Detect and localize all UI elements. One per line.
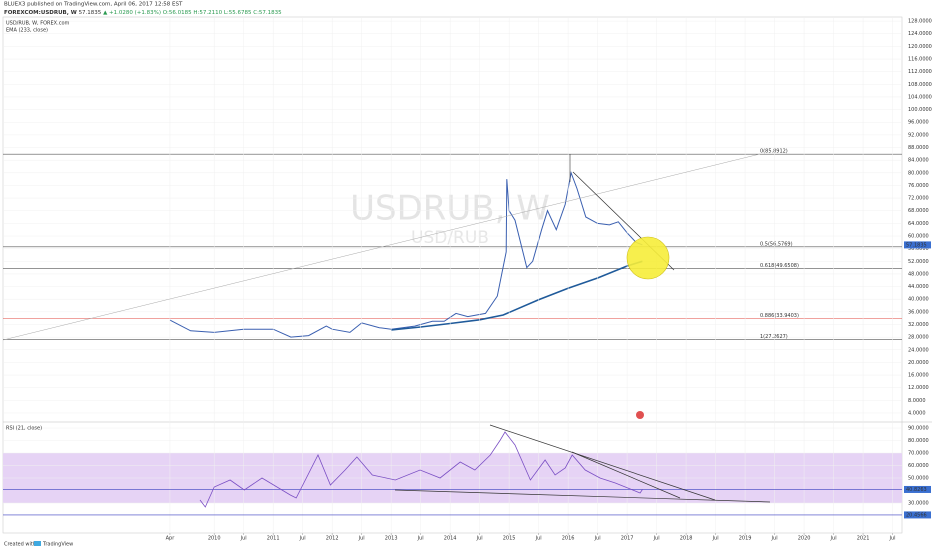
symbol: FOREXCOM:USDRUB, W: [4, 10, 77, 16]
x-tick-label: 2013: [385, 536, 398, 542]
footer-created: Created with: [4, 542, 36, 548]
event-icon: [636, 411, 644, 419]
y-tick-label: 100.0000: [908, 107, 932, 113]
x-tick-label: 2018: [680, 536, 693, 542]
y-tick-label: 72.0000: [908, 196, 929, 202]
y-tick-label: 104.0000: [908, 94, 932, 100]
y-tick-label: 88.0000: [908, 145, 929, 151]
level-label: 0.886(33.9403): [760, 313, 799, 319]
y-tick-label: 64.0000: [908, 221, 929, 227]
y-tick-label: 92.0000: [908, 132, 929, 138]
y-tick-label: 32.0000: [908, 322, 929, 328]
y-tick-label: 40.0000: [908, 297, 929, 303]
x-tick-label: Jul: [594, 536, 601, 542]
y-tick-label: 60.0000: [908, 463, 929, 469]
y-tick-label: 70.0000: [908, 451, 929, 457]
footer-brand[interactable]: TradingView: [42, 542, 73, 548]
x-tick-label: 2016: [562, 536, 575, 542]
y-tick-label: 28.0000: [908, 335, 929, 341]
published-line: BLUEX3 published on TradingView.com, Apr…: [4, 2, 183, 8]
plot-frame: [2, 16, 903, 534]
y-tick-label: 12.0000: [908, 385, 929, 391]
y-tick-label: 128.0000: [908, 19, 932, 25]
footer-logo: [34, 541, 41, 546]
level-label: 1(27.2627): [760, 334, 788, 340]
price-tag-label: 20.4566: [906, 512, 927, 518]
y-tick-label: 4.0000: [908, 410, 926, 416]
y-tick-label: 68.0000: [908, 208, 929, 214]
price-tag-label: 57.1835: [906, 242, 927, 248]
y-tick-label: 30.0000: [908, 501, 929, 507]
chart-title: USD/RUB, W, FOREX.com: [6, 21, 70, 27]
rsi-trendline: [571, 451, 681, 499]
x-tick-label: Jul: [240, 536, 247, 542]
rsi-title: RSI (21, close): [6, 426, 42, 432]
ohlc: O:56.0185 H:57.2110 L:55.6785 C:57.1835: [163, 10, 282, 16]
series-line: [169, 170, 643, 338]
x-tick-label: 2014: [444, 536, 457, 542]
header-line: FOREXCOM:USDRUB, W 57.1835 ▲ +1.0280 (+1…: [4, 10, 282, 16]
y-tick-label: 80.0000: [908, 438, 929, 444]
y-tick-label: 8.0000: [908, 398, 926, 404]
x-tick-label: 2012: [326, 536, 339, 542]
series-line: [391, 260, 643, 331]
y-tick-label: 20.0000: [908, 360, 929, 366]
trendline: [2, 153, 761, 341]
level-label: 0(85.8912): [760, 149, 788, 155]
price-tag: [904, 485, 931, 493]
x-tick-label: 2021: [857, 536, 870, 542]
y-tick-label: 36.0000: [908, 309, 929, 315]
x-tick-label: Apr: [166, 536, 176, 542]
x-tick-label: Jul: [535, 536, 542, 542]
y-tick-label: 80.0000: [908, 170, 929, 176]
x-tick-label: Jul: [299, 536, 306, 542]
y-tick-label: 124.0000: [908, 31, 932, 37]
y-tick-label: 52.0000: [908, 259, 929, 265]
y-tick-label: 16.0000: [908, 373, 929, 379]
y-tick-label: 108.0000: [908, 82, 932, 88]
x-tick-label: Jul: [653, 536, 660, 542]
highlight-circle: [626, 236, 670, 280]
x-tick-label: 2019: [739, 536, 752, 542]
y-tick-label: 44.0000: [908, 284, 929, 290]
y-tick-label: 48.0000: [908, 271, 929, 277]
series-line: [199, 431, 643, 508]
price-tag: [904, 511, 931, 519]
level-label: 0.5(56.5769): [760, 241, 793, 247]
price-tag-label: 40.8263: [906, 487, 927, 493]
legend-entry: EMA (233, close): [6, 28, 48, 34]
x-tick-label: 2017: [621, 536, 634, 542]
x-tick-label: Jul: [712, 536, 719, 542]
plot-layer: 4.0000 8.0000 12.0000 16.0000 20.0000 24.0000…: [3, 17, 932, 542]
y-tick-label: 56.0000: [908, 246, 929, 252]
x-tick-label: Jul: [889, 536, 896, 542]
price-tag: [904, 241, 931, 249]
y-tick-label: 120.0000: [908, 44, 932, 50]
x-tick-label: Jul: [830, 536, 837, 542]
y-tick-label: 24.0000: [908, 347, 929, 353]
y-tick-label: 96.0000: [908, 120, 929, 126]
y-tick-label: 60.0000: [908, 234, 929, 240]
x-tick-label: 2010: [208, 536, 221, 542]
x-tick-label: Jul: [476, 536, 483, 542]
y-tick-label: 50.0000: [908, 476, 929, 482]
y-tick-label: 90.0000: [908, 426, 929, 432]
y-tick-label: 84.0000: [908, 158, 929, 164]
y-tick-label: 116.0000: [908, 57, 932, 63]
y-tick-label: 76.0000: [908, 183, 929, 189]
rsi-trendline: [394, 489, 771, 503]
rsi-trendline: [489, 424, 716, 501]
last-price: 57.1835: [79, 10, 102, 16]
x-tick-label: 2020: [798, 536, 811, 542]
level-label: 0.618(49.6508): [760, 263, 799, 269]
x-tick-label: 2015: [503, 536, 516, 542]
x-tick-label: 2011: [267, 536, 280, 542]
x-tick-label: Jul: [771, 536, 778, 542]
x-tick-label: Jul: [417, 536, 424, 542]
y-tick-label: 112.0000: [908, 69, 932, 75]
x-tick-label: Jul: [358, 536, 365, 542]
price-change: ▲ +1.0280 (+1.83%): [103, 10, 161, 16]
